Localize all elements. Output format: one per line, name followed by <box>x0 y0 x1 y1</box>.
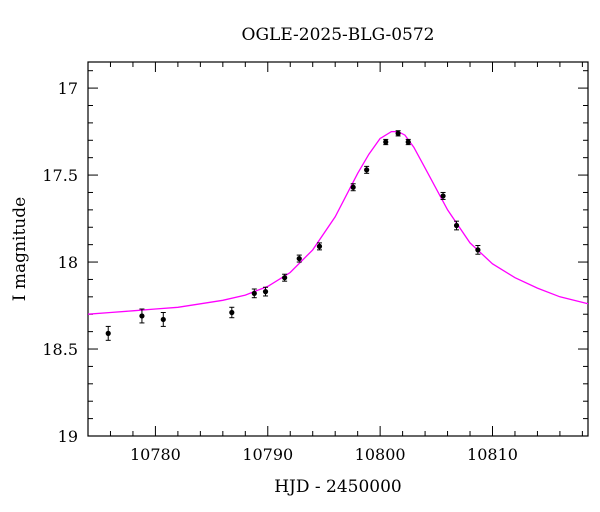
data-point <box>296 255 302 262</box>
chart-title: OGLE-2025-BLG-0572 <box>242 25 435 45</box>
y-tick-label: 17 <box>58 79 78 98</box>
data-point <box>139 313 145 319</box>
y-tick-label: 18.5 <box>42 340 78 359</box>
y-tick-label: 19 <box>58 427 78 446</box>
data-point <box>282 275 288 281</box>
data-point <box>395 130 401 136</box>
plot-frame <box>87 61 589 437</box>
data-point <box>440 193 446 199</box>
model-curve <box>87 130 589 315</box>
x-tick-label: 10800 <box>355 445 406 464</box>
plot-area: 10780 10790 10800 10810 17 17.5 18 18.5 19 <box>42 61 589 464</box>
data-point <box>475 247 481 253</box>
data-point <box>262 289 269 295</box>
data-point <box>350 184 356 190</box>
data-point <box>364 167 370 173</box>
data-point <box>316 243 323 249</box>
x-tick-label: 10780 <box>130 445 181 464</box>
data-point <box>453 222 460 229</box>
y-axis-label: I magnitude <box>10 197 30 301</box>
data-point <box>229 309 235 316</box>
y-tick-label: 17.5 <box>42 166 78 185</box>
x-tick-label: 10810 <box>467 445 518 464</box>
data-point <box>383 139 389 145</box>
y-tick-label: 18 <box>58 253 78 272</box>
data-point <box>405 139 411 145</box>
data-point <box>160 316 166 323</box>
data-point <box>251 290 257 296</box>
x-tick-label: 10790 <box>242 445 293 464</box>
data-point <box>105 330 111 336</box>
x-axis-label: HJD - 2450000 <box>274 477 402 497</box>
